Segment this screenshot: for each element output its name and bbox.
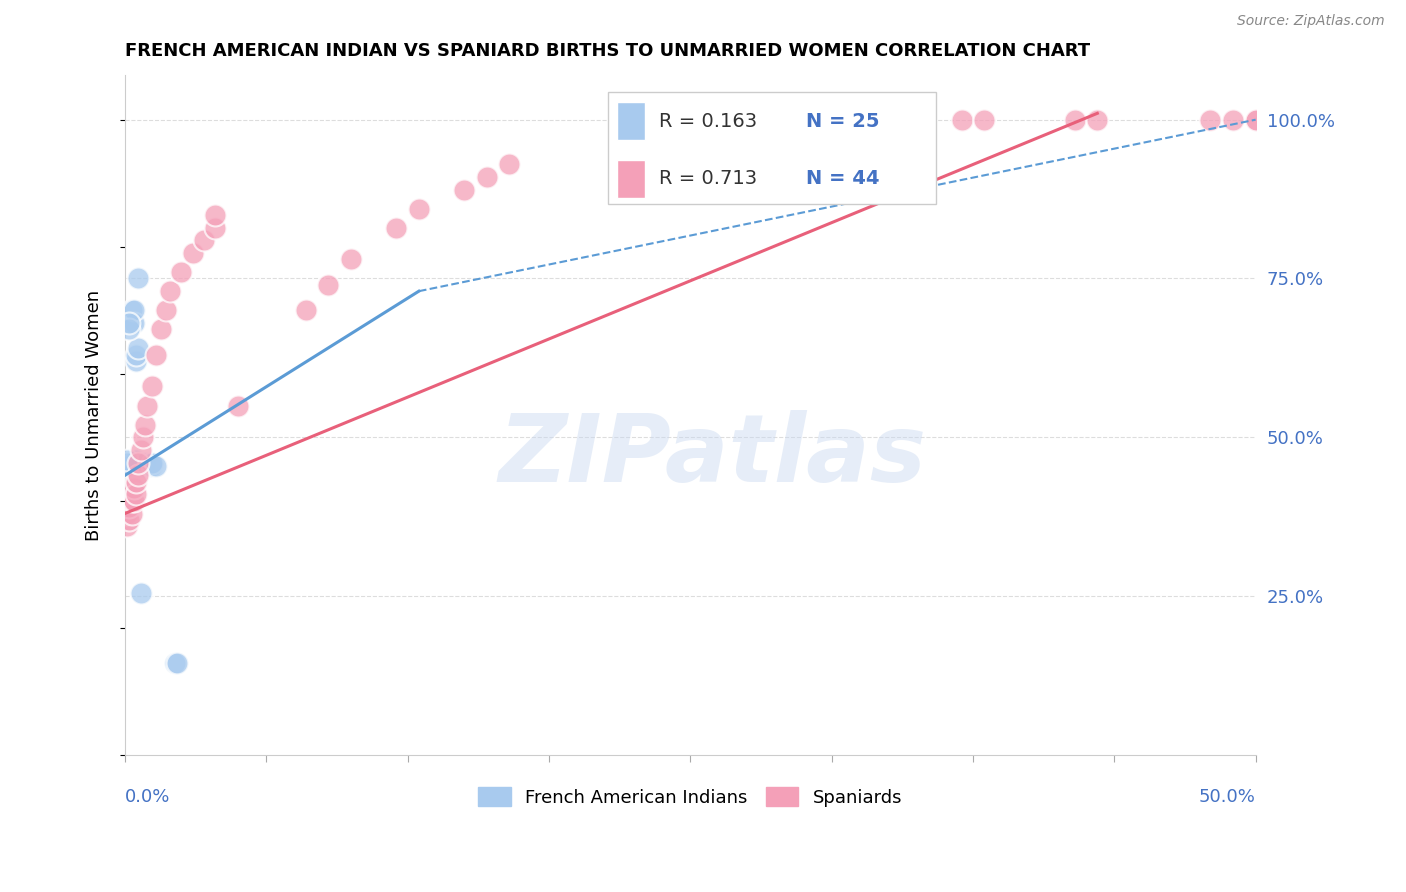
Point — [1199, 112, 1222, 127]
Point — [121, 303, 143, 318]
Point — [1085, 112, 1108, 127]
Point — [118, 513, 141, 527]
Point — [170, 265, 193, 279]
Point — [1244, 112, 1267, 127]
Text: N = 44: N = 44 — [806, 169, 879, 188]
Point — [132, 430, 155, 444]
Point — [141, 456, 163, 470]
Point — [134, 456, 156, 470]
Text: N = 25: N = 25 — [806, 112, 879, 130]
Point — [115, 458, 138, 473]
Point — [115, 519, 138, 533]
Point — [155, 303, 177, 318]
Point — [118, 316, 141, 330]
Point — [115, 456, 138, 470]
Point — [294, 303, 316, 318]
Point — [973, 112, 995, 127]
Point — [129, 458, 152, 473]
Text: FRENCH AMERICAN INDIAN VS SPANIARD BIRTHS TO UNMARRIED WOMEN CORRELATION CHART: FRENCH AMERICAN INDIAN VS SPANIARD BIRTH… — [125, 42, 1090, 60]
Text: 0.0%: 0.0% — [125, 789, 170, 806]
Point — [163, 656, 186, 670]
Point — [121, 507, 143, 521]
Point — [115, 507, 138, 521]
Point — [145, 348, 167, 362]
Point — [141, 458, 163, 473]
Point — [141, 379, 163, 393]
Point — [204, 220, 226, 235]
Point — [125, 475, 148, 489]
Point — [129, 586, 152, 600]
Legend: French American Indians, Spaniards: French American Indians, Spaniards — [471, 780, 910, 814]
FancyBboxPatch shape — [617, 103, 645, 140]
Point — [181, 246, 204, 260]
Point — [905, 112, 928, 127]
Point — [318, 277, 340, 292]
Point — [204, 208, 226, 222]
Point — [1063, 112, 1085, 127]
Point — [950, 112, 973, 127]
Point — [134, 417, 156, 432]
FancyBboxPatch shape — [617, 161, 645, 197]
Point — [125, 348, 148, 362]
Point — [122, 481, 145, 495]
Point — [475, 169, 498, 184]
Point — [125, 452, 148, 467]
Point — [385, 220, 408, 235]
Point — [115, 452, 138, 467]
Point — [125, 354, 148, 368]
Text: Source: ZipAtlas.com: Source: ZipAtlas.com — [1237, 14, 1385, 28]
Point — [145, 458, 167, 473]
Point — [118, 500, 141, 515]
Text: 50.0%: 50.0% — [1199, 789, 1256, 806]
Text: R = 0.163: R = 0.163 — [658, 112, 756, 130]
Point — [166, 656, 188, 670]
Point — [408, 202, 430, 216]
Point — [127, 342, 149, 356]
Point — [127, 456, 149, 470]
Y-axis label: Births to Unmarried Women: Births to Unmarried Women — [86, 290, 103, 541]
Point — [118, 322, 141, 336]
Point — [122, 316, 145, 330]
FancyBboxPatch shape — [607, 92, 935, 204]
Point — [1222, 112, 1244, 127]
Point — [193, 233, 215, 247]
Point — [129, 456, 152, 470]
Point — [125, 487, 148, 501]
Text: R = 0.713: R = 0.713 — [658, 169, 756, 188]
Text: ZIPatlas: ZIPatlas — [499, 409, 927, 502]
Point — [453, 182, 475, 196]
Point — [150, 322, 173, 336]
Point — [129, 442, 152, 457]
Point — [125, 458, 148, 473]
Point — [127, 468, 149, 483]
Point — [121, 493, 143, 508]
Point — [122, 493, 145, 508]
Point — [134, 458, 156, 473]
Point — [159, 284, 181, 298]
Point — [136, 399, 159, 413]
Point — [340, 252, 363, 267]
Point — [122, 303, 145, 318]
Point — [127, 271, 149, 285]
Point — [226, 399, 249, 413]
Point — [498, 157, 520, 171]
Point — [121, 316, 143, 330]
Point — [1244, 112, 1267, 127]
